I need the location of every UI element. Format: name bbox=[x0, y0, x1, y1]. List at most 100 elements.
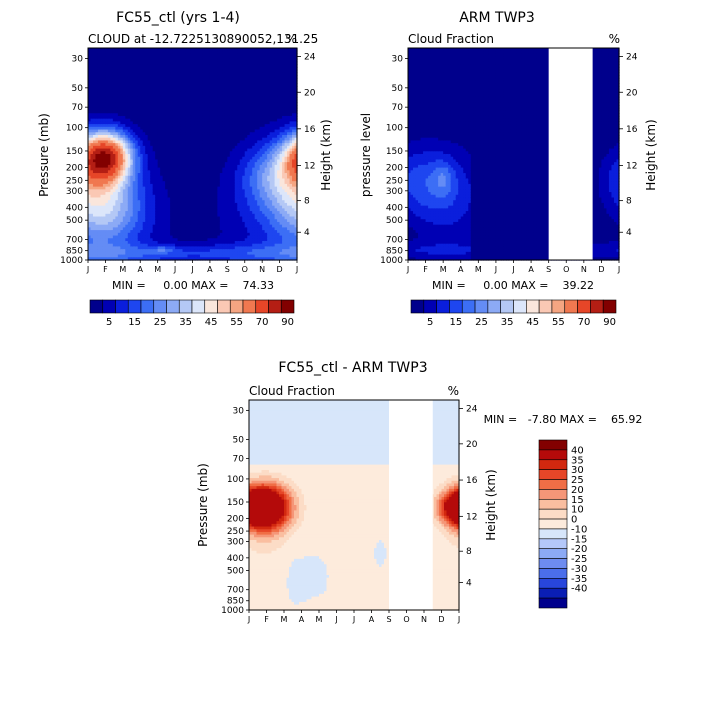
contour-cell bbox=[197, 137, 201, 142]
contour-cell bbox=[127, 137, 131, 142]
contour-cell bbox=[105, 227, 109, 231]
contour-cell bbox=[137, 194, 141, 199]
contour-cell bbox=[125, 159, 129, 163]
contour-cell bbox=[224, 243, 228, 248]
contour-cell bbox=[162, 240, 166, 245]
contour-cell bbox=[88, 232, 92, 237]
contour-cell bbox=[190, 64, 194, 68]
contour-cell bbox=[185, 132, 189, 136]
contour-cell bbox=[192, 167, 196, 171]
contour-cell bbox=[180, 257, 184, 261]
contour-cell bbox=[127, 129, 131, 133]
contour-cell bbox=[214, 183, 218, 188]
contour-cell bbox=[202, 143, 206, 147]
contour-cell bbox=[167, 86, 171, 90]
contour-cell bbox=[212, 200, 216, 204]
contour-cell bbox=[242, 75, 246, 79]
contour-cell bbox=[127, 91, 131, 95]
contour-cell bbox=[137, 230, 141, 234]
contour-cell bbox=[172, 202, 176, 207]
contour-cell bbox=[242, 115, 246, 120]
contour-cell bbox=[229, 80, 233, 84]
contour-cell bbox=[214, 178, 218, 182]
contour-cell bbox=[115, 145, 119, 150]
contour-cell bbox=[239, 64, 243, 68]
contour-cell bbox=[112, 86, 116, 90]
contour-cell bbox=[172, 224, 176, 228]
contour-cell bbox=[175, 251, 179, 256]
contour-cell bbox=[170, 86, 174, 90]
contour-cell bbox=[105, 113, 109, 117]
contour-cell bbox=[135, 56, 139, 60]
contour-cell bbox=[88, 140, 92, 144]
contour-cell bbox=[237, 230, 241, 234]
contour-cell bbox=[92, 99, 97, 103]
contour-cell bbox=[147, 183, 151, 188]
contour-cell bbox=[110, 115, 114, 120]
contour-cell bbox=[177, 72, 181, 76]
contour-cell bbox=[187, 216, 191, 220]
contour-cell bbox=[185, 249, 189, 253]
contour-cell bbox=[224, 159, 228, 163]
contour-cell bbox=[100, 88, 104, 93]
contour-cell bbox=[115, 181, 119, 185]
contour-cell bbox=[190, 61, 194, 65]
contour-cell bbox=[100, 67, 104, 71]
contour-cell bbox=[125, 69, 129, 74]
contour-cell bbox=[222, 67, 226, 71]
contour-cell bbox=[199, 154, 204, 158]
contour-cell bbox=[127, 105, 131, 109]
contour-cell bbox=[137, 224, 141, 228]
contour-cell bbox=[162, 254, 166, 258]
contour-cell bbox=[182, 50, 186, 55]
contour-cell bbox=[242, 99, 246, 103]
contour-cell bbox=[170, 126, 174, 131]
contour-cell bbox=[204, 173, 209, 177]
contour-cell bbox=[212, 175, 216, 180]
contour-cell bbox=[227, 99, 231, 103]
contour-cell bbox=[90, 69, 94, 74]
contour-cell bbox=[102, 221, 107, 226]
contour-cell bbox=[160, 148, 164, 152]
contour-cell bbox=[115, 140, 119, 144]
contour-cell bbox=[137, 154, 141, 158]
contour-cell bbox=[197, 80, 201, 84]
contour-cell bbox=[92, 124, 97, 128]
contour-cell bbox=[197, 126, 201, 131]
contour-cell bbox=[155, 143, 159, 147]
contour-cell bbox=[209, 205, 214, 209]
contour-cell bbox=[209, 221, 214, 226]
contour-cell bbox=[102, 145, 107, 150]
contour-cell bbox=[88, 192, 92, 196]
contour-cell bbox=[117, 137, 121, 142]
contour-cell bbox=[115, 238, 119, 242]
contour-cell bbox=[207, 102, 211, 106]
contour-cell bbox=[224, 77, 228, 82]
contour-cell bbox=[137, 162, 141, 166]
contour-cell bbox=[219, 115, 223, 120]
contour-cell bbox=[219, 254, 223, 258]
contour-cell bbox=[192, 170, 196, 174]
contour-cell bbox=[100, 50, 104, 55]
contour-cell bbox=[190, 208, 194, 212]
contour-cell bbox=[152, 50, 156, 55]
contour-cell bbox=[239, 249, 243, 253]
contour-cell bbox=[160, 58, 164, 63]
contour-cell bbox=[202, 205, 206, 209]
contour-cell bbox=[180, 121, 184, 125]
contour-cell bbox=[97, 69, 102, 74]
contour-cell bbox=[214, 72, 218, 76]
contour-cell bbox=[209, 124, 214, 128]
contour-cell bbox=[190, 162, 194, 166]
contour-cell bbox=[105, 105, 109, 109]
contour-cell bbox=[219, 145, 223, 150]
contour-cell bbox=[234, 232, 238, 237]
contour-cell bbox=[95, 113, 99, 117]
contour-cell bbox=[157, 238, 161, 242]
contour-cell bbox=[209, 145, 214, 150]
contour-cell bbox=[120, 72, 124, 76]
contour-cell bbox=[135, 254, 139, 258]
contour-cell bbox=[132, 243, 136, 248]
contour-cell bbox=[110, 105, 114, 109]
contour-cell bbox=[110, 96, 114, 101]
